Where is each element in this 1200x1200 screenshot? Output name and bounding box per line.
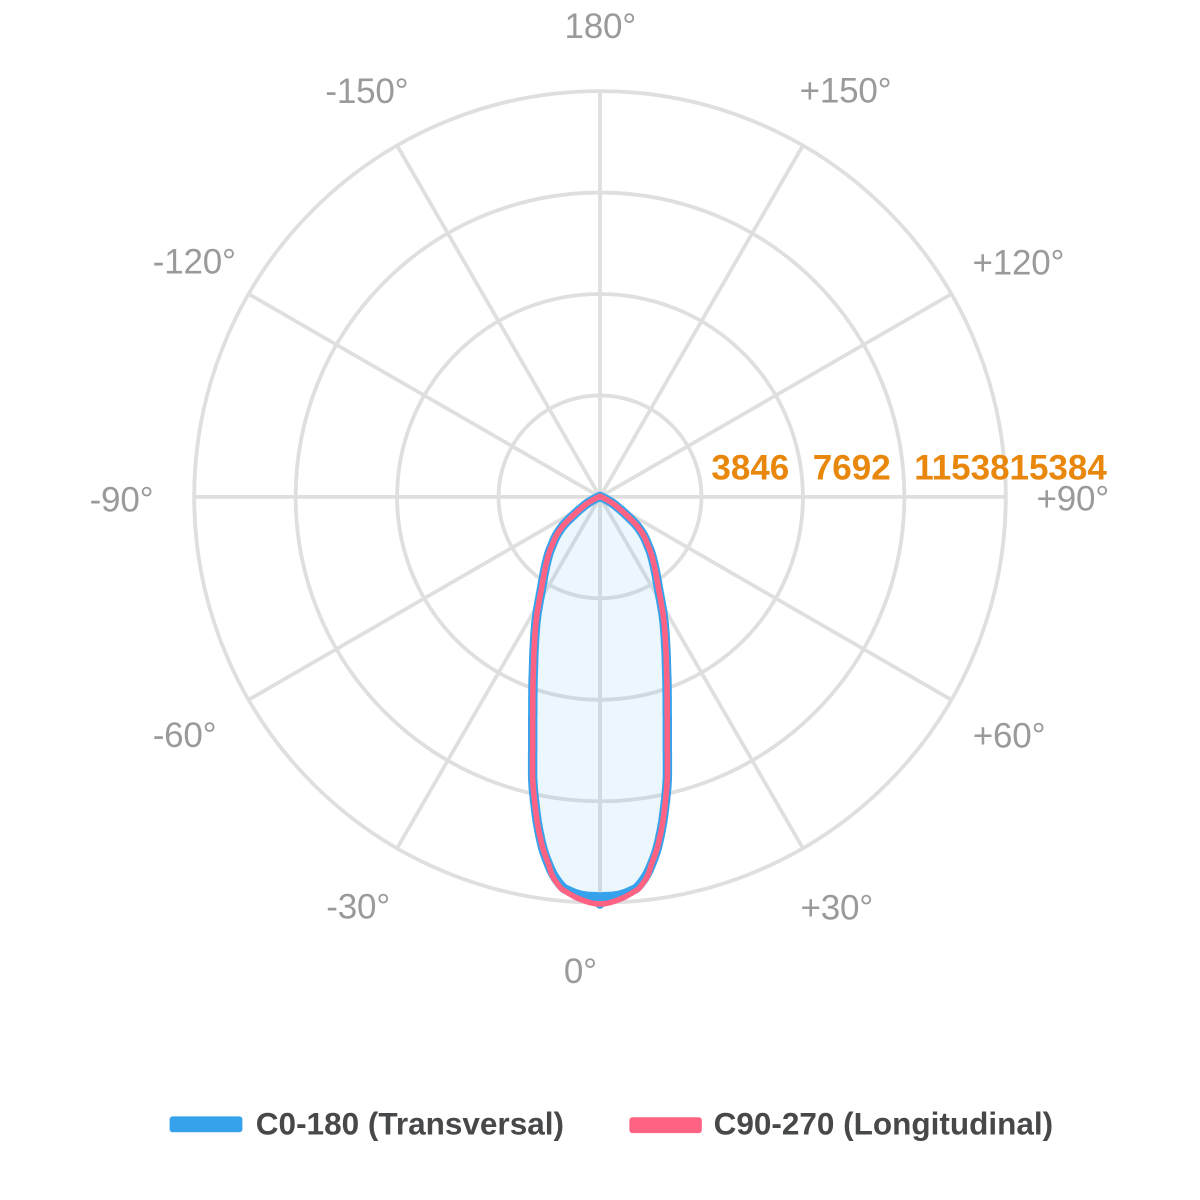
svg-text:-30°: -30°: [326, 887, 390, 926]
svg-text:180°: 180°: [565, 7, 637, 46]
svg-text:+150°: +150°: [800, 72, 892, 111]
svg-text:+90°: +90°: [1037, 480, 1110, 519]
svg-text:-90°: -90°: [90, 480, 154, 519]
svg-text:-60°: -60°: [153, 716, 217, 755]
svg-text:+120°: +120°: [972, 243, 1064, 282]
svg-text:+30°: +30°: [801, 888, 874, 927]
svg-text:7692: 7692: [813, 449, 891, 488]
svg-text:3846: 3846: [711, 449, 789, 488]
svg-text:-150°: -150°: [325, 72, 408, 111]
svg-text:C90-270 (Longitudinal): C90-270 (Longitudinal): [714, 1106, 1054, 1142]
svg-text:15384: 15384: [1010, 449, 1108, 488]
svg-text:C0-180 (Transversal): C0-180 (Transversal): [256, 1106, 564, 1142]
svg-text:0°: 0°: [564, 952, 597, 991]
svg-text:-120°: -120°: [153, 243, 236, 282]
svg-text:11538: 11538: [914, 449, 1009, 488]
svg-text:+60°: +60°: [973, 716, 1046, 755]
